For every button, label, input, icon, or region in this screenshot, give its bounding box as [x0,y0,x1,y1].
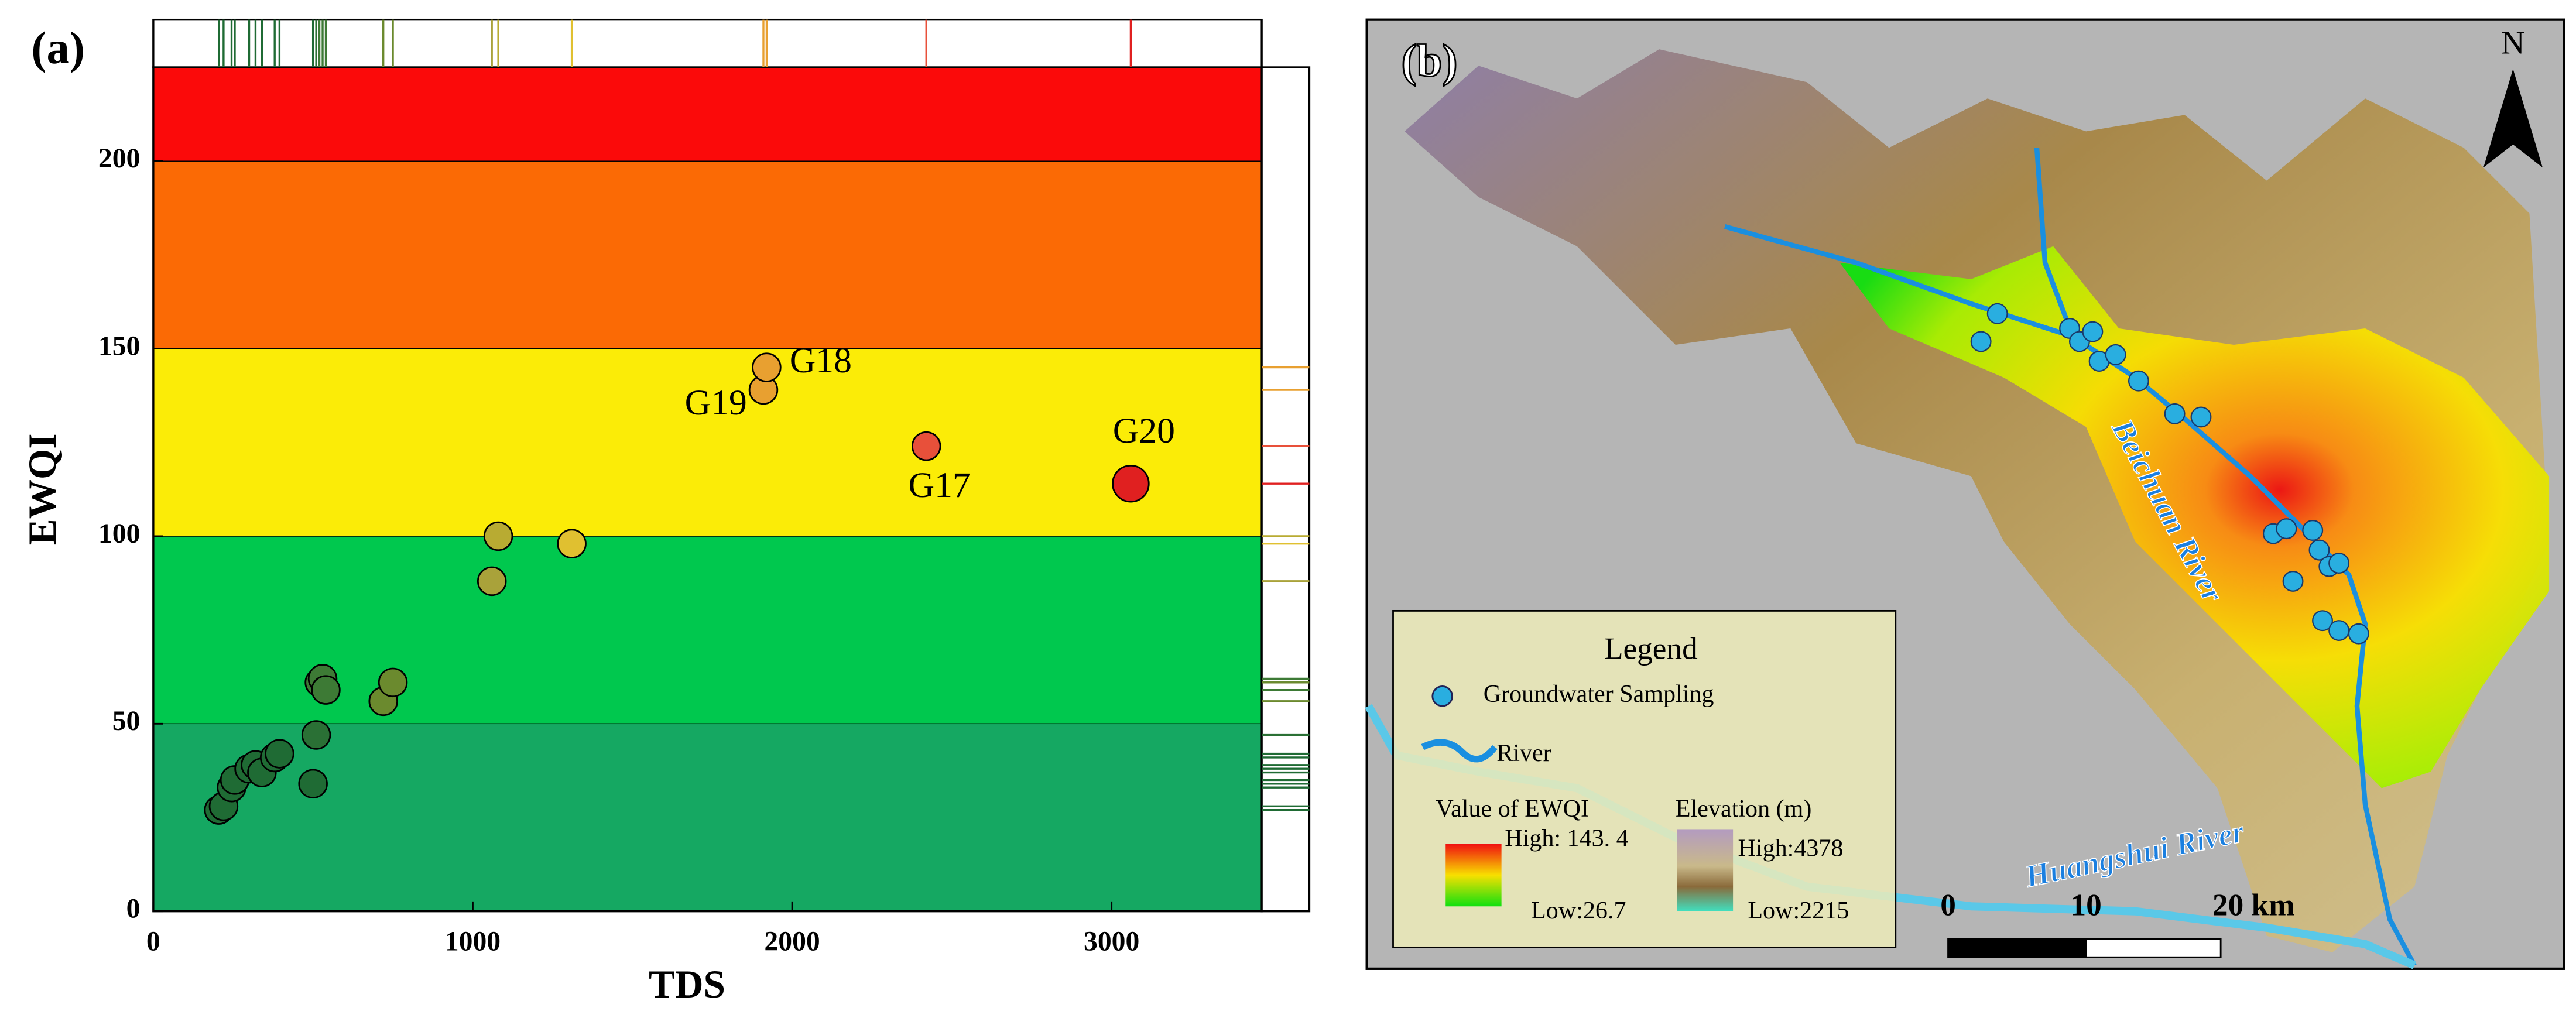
y-tick-label: 200 [98,143,141,174]
legend-text: Low:26.7 [1531,897,1626,924]
sampling-site [2328,620,2350,642]
sampling-site [2190,406,2212,428]
x-tick-label: 1000 [445,927,501,957]
point-label: G18 [790,341,852,381]
north-label: N [2501,25,2525,61]
sampling-site [1970,331,1992,352]
y-tick-label: 50 [112,706,141,736]
data-point [483,521,513,551]
sampling-site [2312,610,2333,632]
data-point [1112,464,1150,503]
river [1724,224,2074,339]
quality-band [153,160,1262,349]
panel-label: (b) [1402,35,1458,86]
map-panel: (b) N Beichuan River Huangshui River Leg… [1365,18,2565,970]
legend-text: High: 143. 4 [1505,825,1628,852]
point-label: G20 [1113,411,1175,451]
sampling-site [2164,403,2186,424]
y-tick-label: 100 [98,519,141,549]
x-tick-label: 3000 [1084,927,1139,957]
x-tick-label: 0 [146,927,160,957]
data-point [557,529,587,558]
legend-text: Groundwater Sampling [1484,681,1714,708]
sampling-site [2128,370,2149,392]
scale-bar [2085,938,2222,958]
quality-band [153,723,1262,912]
sampling-site [2302,520,2324,541]
x-tick-label: 2000 [764,927,820,957]
sampling-site [2276,518,2297,540]
scale-bar [1947,938,2087,958]
legend-river [1421,739,1498,763]
y-tick-label: 0 [126,894,141,924]
ewqi-ramp [1445,844,1502,907]
sampling-site [2348,623,2369,645]
data-point [477,566,507,597]
legend-point [1431,685,1453,707]
sampling-site [1986,303,2008,324]
panel-label: (a) [31,22,85,73]
x-axis-label: TDS [649,962,725,1006]
legend-text: Low:2215 [1748,897,1849,924]
y-axis-label: EWQI [20,433,64,545]
scale-label: 10 [2071,887,2102,922]
point-label: G19 [685,383,747,423]
y-tick-label: 150 [98,331,141,361]
scale-label: 0 [1940,887,1956,922]
quality-band [153,348,1262,537]
legend-text: Elevation (m) [1676,796,1811,822]
data-point [378,667,408,698]
sampling-site [2105,344,2126,365]
data-point [265,739,294,769]
right-rug-frame [1260,66,1311,913]
legend-text: High:4378 [1738,835,1844,862]
elevation-ramp [1677,829,1734,911]
data-point [301,720,331,750]
north-arrow [2483,68,2543,168]
ewqi-surface [1839,246,2550,789]
scale-label: 20 km [2212,887,2295,922]
legend-text: Value of EWQI [1436,796,1589,822]
data-point [752,352,782,382]
data-point [311,675,341,705]
sampling-site [2282,570,2304,592]
legend-text: River [1496,740,1551,767]
sampling-site [2328,553,2350,574]
point-label: G17 [909,465,971,505]
scatter-panel: (a) TDS EWQI 0 1000 2000 3000 0 50 100 150 200 G1… [20,18,1311,1006]
legend-title: Legend [1604,632,1698,666]
top-rug-frame [152,18,1263,68]
data-point [911,431,941,461]
quality-band [153,67,1262,162]
sampling-site [2082,321,2104,342]
basin-elevation [1405,49,2550,952]
sampling-site [2308,539,2330,561]
data-point [298,769,328,799]
